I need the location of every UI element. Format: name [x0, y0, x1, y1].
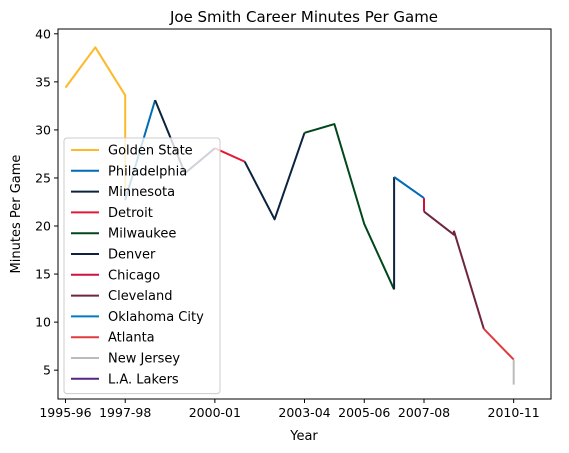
- y-tick-label: 10: [35, 315, 51, 330]
- legend-label: Cleveland: [108, 289, 172, 304]
- y-tick-label: 15: [35, 267, 51, 282]
- x-tick-label: 2003-04: [278, 405, 330, 420]
- y-axis: 5 10 15 20 25 30 35 40: [35, 26, 58, 377]
- chart-title: Joe Smith Career Minutes Per Game: [169, 8, 438, 26]
- legend-label: Golden State: [108, 144, 193, 159]
- x-tick-label: 2000-01: [189, 405, 241, 420]
- legend-label: L.A. Lakers: [108, 372, 179, 387]
- legend: Golden State Philadelphia Minnesota Detroit…: [64, 138, 220, 394]
- legend-label: Milwaukee: [108, 227, 176, 242]
- legend-label: Denver: [108, 248, 156, 263]
- legend-label: Philadelphia: [108, 164, 187, 179]
- x-tick-label: 1997-98: [99, 405, 151, 420]
- legend-label: Oklahoma City: [108, 310, 204, 325]
- x-tick-label: 1995-96: [39, 405, 91, 420]
- x-tick-label: 2007-08: [398, 405, 450, 420]
- x-tick-label: 2010-11: [488, 405, 540, 420]
- x-axis-label: Year: [289, 429, 318, 444]
- y-tick-label: 40: [35, 26, 51, 41]
- y-tick-label: 25: [35, 170, 51, 185]
- legend-label: Detroit: [108, 206, 153, 221]
- y-tick-label: 35: [35, 74, 51, 89]
- y-axis-label: Minutes Per Game: [9, 155, 24, 274]
- legend-label: New Jersey: [108, 352, 180, 367]
- legend-label: Minnesota: [108, 185, 175, 200]
- legend-label: Atlanta: [108, 331, 155, 346]
- y-tick-label: 30: [35, 122, 51, 137]
- x-tick-label: 2005-06: [338, 405, 390, 420]
- legend-label: Chicago: [108, 268, 160, 283]
- y-tick-label: 5: [43, 363, 51, 378]
- x-axis: 1995-96 1997-98 2000-01 2003-04 2005-06 2007-…: [39, 399, 539, 420]
- y-tick-label: 20: [35, 219, 51, 234]
